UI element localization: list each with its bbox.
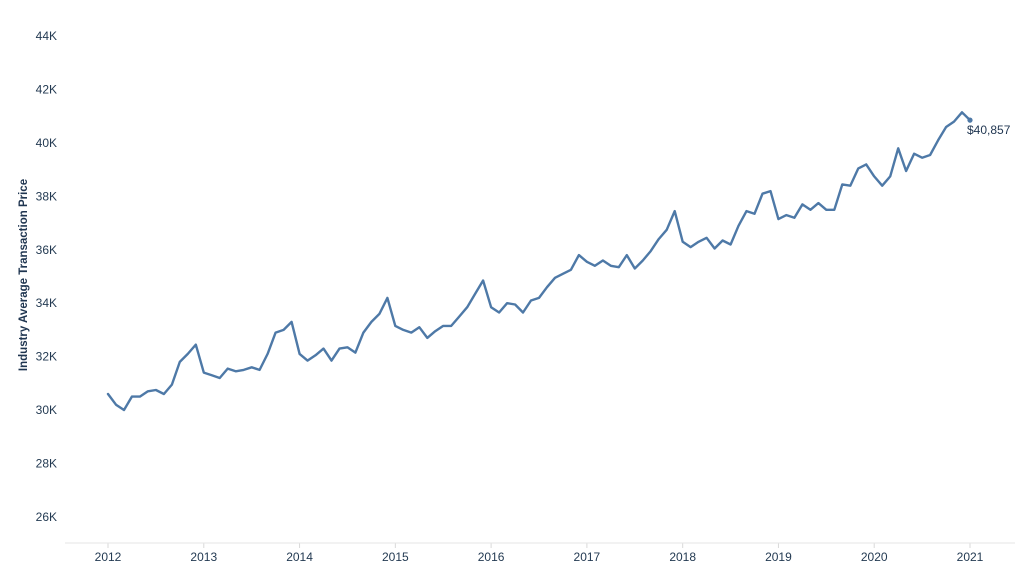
x-tick-label: 2015 [382,550,409,564]
y-tick-label: 36K [36,243,57,257]
y-tick-label: 34K [36,296,57,310]
end-point-marker [967,117,973,123]
x-tick-label: 2019 [765,550,792,564]
y-tick-label: 28K [36,456,57,470]
x-tick-label: 2013 [190,550,217,564]
x-tick-label: 2018 [669,550,696,564]
y-tick-label: 40K [36,136,57,150]
y-tick-label: 44K [36,29,57,43]
x-tick-label: 2016 [478,550,505,564]
x-tick-label: 2014 [286,550,313,564]
x-tick-label: 2021 [957,550,984,564]
y-tick-label: 30K [36,403,57,417]
y-axis-label: Industry Average Transaction Price [18,179,30,371]
y-tick-label: 38K [36,189,57,203]
y-axis-ticks: 26K 28K 30K 32K 34K 36K 38K 40K 42K 44K [36,29,57,524]
y-tick-label: 26K [36,510,57,524]
y-tick-label: 32K [36,350,57,364]
x-axis-ticks: 2012 2013 2014 2015 2016 2017 2018 2019 2020 2021 [95,543,984,564]
end-value-label: $40,857 [967,123,1011,137]
x-tick-label: 2017 [574,550,601,564]
series-line [106,111,972,412]
x-tick-label: 2012 [95,550,122,564]
x-tick-label: 2020 [861,550,888,564]
y-tick-label: 42K [36,83,57,97]
